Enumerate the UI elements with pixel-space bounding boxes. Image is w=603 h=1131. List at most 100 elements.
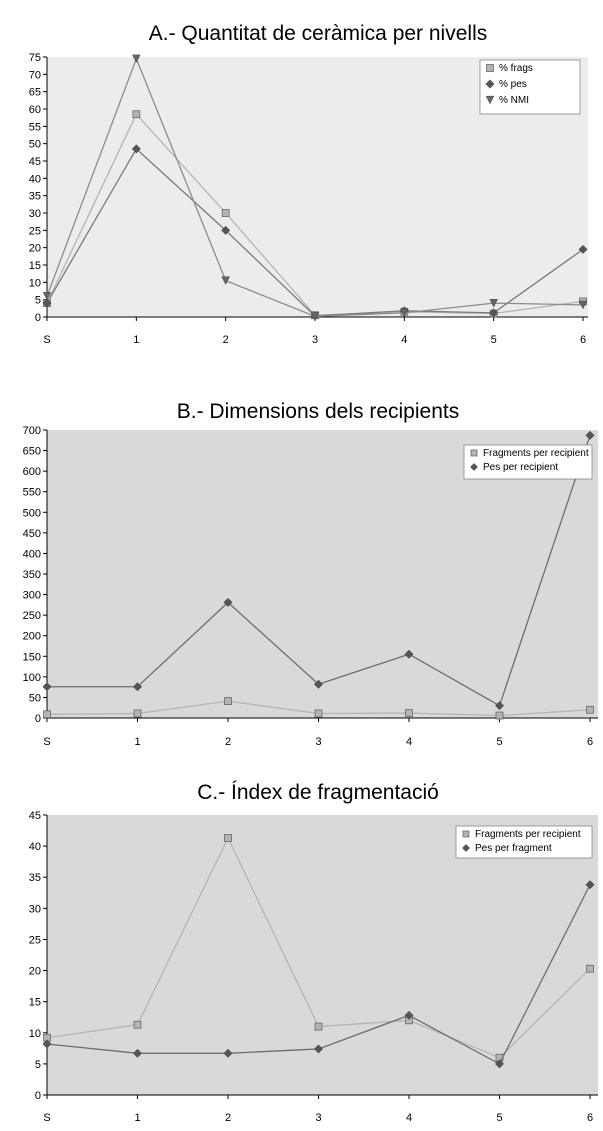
chart-c-plot-area [47,815,598,1095]
chart-b-y-tick-label: 550 [23,487,41,499]
chart-b-y-tick-label: 250 [23,610,41,622]
chart-b-series-1-point [42,682,52,692]
chart-a-y-tick-label: 10 [29,277,41,289]
chart-b-series-0-point [586,705,594,714]
chart-a-series-0-point [132,110,141,119]
chart-b-y-tick-label: 400 [23,548,41,560]
chart-b-y-tick-label: 600 [23,466,41,478]
chart-a-title: A.- Quantitat de ceràmica per nivells [149,22,487,45]
chart-a-series-2-point [221,276,230,286]
chart-c-series-0-point [224,834,232,842]
chart-a-series-2-point [489,299,498,308]
chart-c-legend [455,825,593,859]
chart-c-x-tick-label: 6 [587,1112,593,1124]
chart-c-y-tick-label: 15 [29,997,41,1009]
chart-c-x-tick-label: 3 [315,1112,321,1124]
chart-b-series-0-point [405,709,413,717]
chart-a-legend-marker-1 [485,79,495,89]
chart-c-series-0-point [133,1020,142,1029]
chart-c-legend-label-1: Pes per fragment [475,843,552,854]
chart-a-y-tick-label: 55 [29,121,41,133]
chart-c-y-tick-label: 35 [29,872,41,884]
chart-b-series-0-point [314,709,323,718]
chart-a-series-1-point [221,225,231,235]
chart-b-series-1-point [494,701,505,711]
chart-b-y-tick-label: 300 [23,590,41,602]
chart-a-series-2-point [400,308,409,318]
chart-c-series-1-point [585,880,595,890]
chart-a-y-tick-label: 40 [29,173,41,185]
chart-b-x-tick-label: 3 [315,736,321,748]
chart-a-x-tick-label: 1 [133,334,139,346]
chart-c-y-tick-label: 25 [29,934,41,946]
chart-b-x-tick-label: 5 [496,736,502,748]
chart-b-y-tick-label: 350 [23,569,41,581]
chart-a-legend-marker-2 [485,95,495,105]
chart-b: B.- Dimensions dels recipients 0 50 100 150 2… [23,400,598,748]
chart-c-y-tick-label: 30 [29,903,41,915]
chart-a-y-tick-label: 0 [35,312,41,324]
chart-b-x-tick-label: S [43,736,50,748]
chart-b-y-tick-label: 200 [23,631,41,643]
chart-a-y-tick-label: 20 [29,243,41,255]
chart-a-y-tick-label: 50 [29,139,41,151]
chart-a-x-tick-label: 4 [401,334,407,346]
chart-c-series-0-point [314,1022,323,1031]
chart-c-y-tick-label: 0 [35,1090,41,1102]
chart-a-y-tick-label: 35 [29,191,41,203]
chart-b-series-0-point [43,710,51,719]
chart-b-legend-label-1: Pes per recipient [483,462,558,473]
chart-c-x-tick-label: 1 [134,1112,140,1124]
chart-c-x-tick-label: 5 [496,1112,502,1124]
chart-a-x-tick-label: 5 [491,334,497,346]
chart-b-series-1-point [404,649,414,659]
chart-b-x-tick-label: 6 [587,736,593,748]
chart-b-y-tick-label: 700 [23,425,41,437]
chart-a-y-tick-label: 60 [29,104,41,116]
chart-c-legend-marker-0 [462,830,470,838]
chart-c-series-1-point [132,1048,143,1058]
chart-c-series-1-point [494,1059,505,1069]
chart-a-y-tick-label: 30 [29,208,41,220]
chart-a-legend [479,59,581,115]
chart-b-legend [463,444,593,480]
chart-b-x-tick-label: 1 [134,736,140,748]
chart-a-y-tick-label: 70 [29,69,41,81]
chart-c-x-tick-label: S [43,1112,50,1124]
chart-c-legend-label-0: Fragments per recipient [475,829,581,840]
chart-a-series-1-point [489,308,499,318]
chart-a-x-tick-label: S [43,334,50,346]
chart-a-y-tick-label: 25 [29,225,41,237]
chart-a-y-tick-label: 75 [29,52,41,64]
chart-b-x-tick-label: 2 [225,736,231,748]
chart-b-y-tick-label: 650 [23,446,41,458]
chart-b-y-tick-label: 500 [23,507,41,519]
chart-b-series-0-point [224,697,232,705]
chart-a-legend-label-0: % frags [499,63,533,74]
chart-a-y-tick-label: 5 [35,295,41,307]
chart-a-series-2-point [132,54,141,64]
chart-b-y-tick-label: 0 [35,713,41,725]
chart-b-legend-marker-0 [470,449,478,457]
chart-a-x-tick-label: 2 [223,334,229,346]
chart-a-y-tick-label: 15 [29,260,41,272]
chart-c: C.- Índex de fragmentació051015202530354… [29,781,598,1124]
chart-a-series-2-point [42,292,52,301]
chart-c-title: C.- Índex de fragmentació [197,781,439,804]
chart-c-x-tick-label: 2 [225,1112,231,1124]
chart-c-y-tick-label: 10 [29,1028,41,1040]
chart-a-series-1-point [131,144,141,154]
chart-a-legend-label-2: % NMI [499,95,529,106]
chart-b-series-1-point [223,597,233,607]
chart-b-series-1-point [132,682,143,692]
chart-a-y-tick-label: 65 [29,87,41,99]
chart-a-y-tick-label: 45 [29,156,41,168]
chart-a-series-1-point [42,298,52,308]
chart-a-x-tick-label: 3 [312,334,318,346]
chart-b-legend-label-0: Fragments per recipient [483,448,589,459]
chart-b-series-0-point [133,709,142,718]
chart-b-x-tick-label: 4 [406,736,412,748]
chart-c-y-tick-label: 40 [29,841,41,853]
chart-c-series-1-point [404,1010,414,1020]
